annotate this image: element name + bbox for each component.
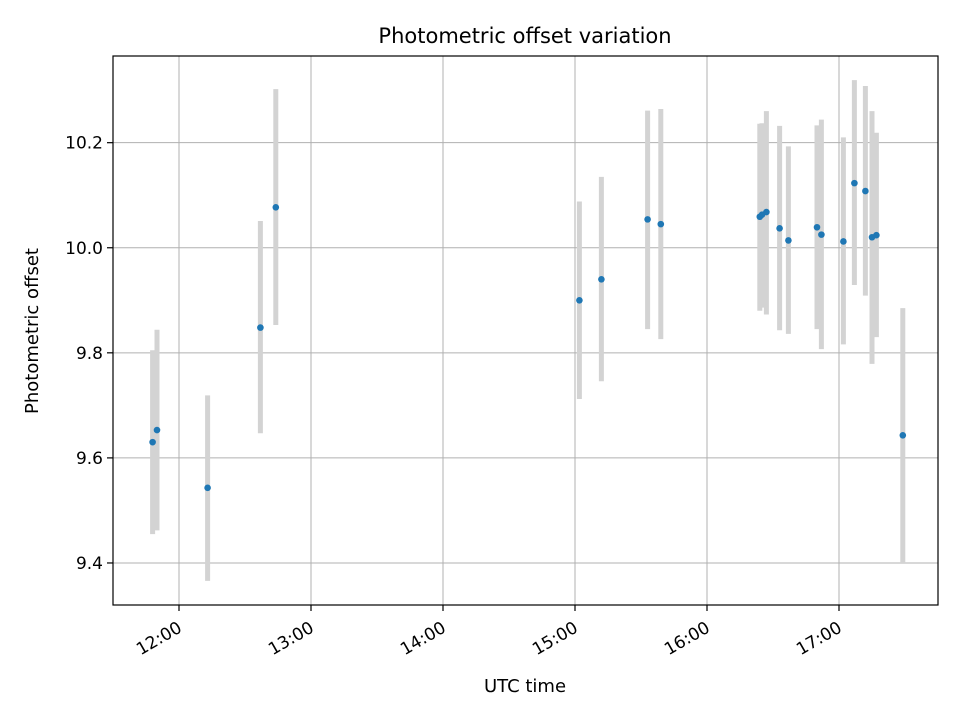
data-point	[840, 238, 847, 245]
y-axis-ticks: 9.4 9.6 9.8 10.0 10.2	[65, 134, 113, 574]
data-point	[644, 216, 651, 223]
data-point	[818, 231, 825, 238]
y-tick-label: 10.2	[65, 134, 103, 154]
data-point	[785, 237, 792, 244]
data-point	[576, 296, 583, 304]
data-point	[899, 432, 907, 439]
data-point	[813, 223, 821, 231]
chart-title: Photometric offset variation	[378, 24, 671, 48]
data-point	[851, 179, 858, 187]
y-tick-label: 10.0	[65, 239, 103, 259]
data-points	[149, 179, 907, 492]
y-axis-label: Photometric offset	[22, 248, 43, 414]
y-tick-label: 9.8	[76, 344, 103, 364]
plot-frame	[112, 55, 939, 606]
data-point	[149, 438, 156, 446]
data-point	[657, 220, 665, 228]
data-point	[862, 187, 869, 195]
data-point	[598, 275, 605, 283]
grid-lines	[113, 56, 938, 605]
data-point	[153, 426, 161, 434]
y-tick-label: 9.6	[76, 449, 103, 469]
x-axis-label: UTC time	[484, 676, 566, 697]
data-point	[272, 204, 280, 211]
y-tick-label: 9.4	[76, 554, 103, 574]
data-point	[873, 231, 880, 239]
data-point	[763, 208, 770, 216]
data-point	[204, 484, 211, 492]
data-point	[257, 324, 264, 331]
data-point	[776, 225, 783, 232]
